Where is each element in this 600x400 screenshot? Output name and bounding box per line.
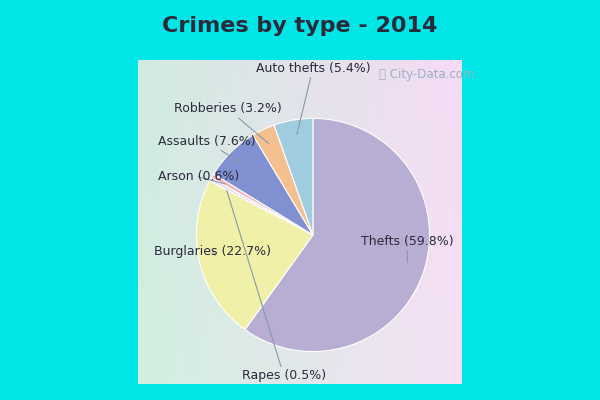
Text: Burglaries (22.7%): Burglaries (22.7%) bbox=[154, 245, 271, 258]
Wedge shape bbox=[245, 118, 430, 352]
Wedge shape bbox=[196, 181, 313, 330]
Wedge shape bbox=[214, 135, 313, 235]
Text: Assaults (7.6%): Assaults (7.6%) bbox=[158, 134, 255, 163]
Wedge shape bbox=[211, 174, 313, 235]
Wedge shape bbox=[209, 178, 313, 235]
Text: Crimes by type - 2014: Crimes by type - 2014 bbox=[163, 16, 437, 36]
Wedge shape bbox=[253, 125, 313, 235]
Text: Auto thefts (5.4%): Auto thefts (5.4%) bbox=[256, 62, 370, 134]
Text: Thefts (59.8%): Thefts (59.8%) bbox=[361, 235, 454, 262]
Text: ⓘ City-Data.com: ⓘ City-Data.com bbox=[379, 68, 475, 81]
Wedge shape bbox=[274, 118, 313, 235]
Text: Arson (0.6%): Arson (0.6%) bbox=[158, 170, 239, 184]
Text: Rapes (0.5%): Rapes (0.5%) bbox=[227, 190, 326, 382]
Text: Robberies (3.2%): Robberies (3.2%) bbox=[174, 102, 281, 144]
